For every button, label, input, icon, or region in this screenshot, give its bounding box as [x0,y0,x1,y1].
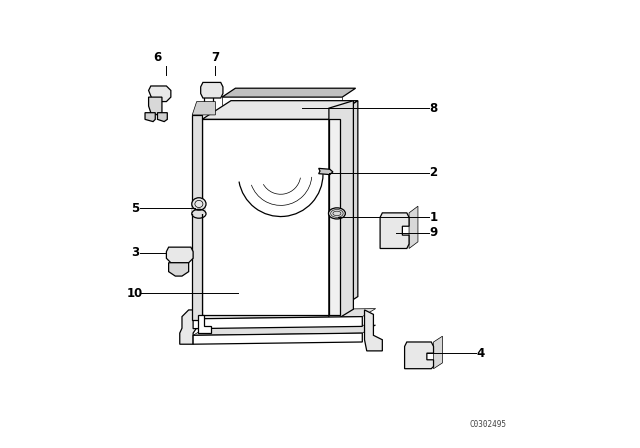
Polygon shape [201,82,223,98]
Text: 5: 5 [131,202,140,215]
Ellipse shape [192,198,206,210]
Text: 6: 6 [154,51,162,64]
Polygon shape [409,206,418,249]
Text: 9: 9 [429,226,438,239]
Polygon shape [193,309,376,319]
Polygon shape [319,168,333,175]
Text: 1: 1 [429,211,438,224]
Polygon shape [193,325,376,335]
Polygon shape [193,317,362,329]
Polygon shape [329,101,358,315]
Polygon shape [166,247,193,263]
Polygon shape [180,310,200,344]
Bar [329,119,340,315]
Polygon shape [157,113,167,121]
Polygon shape [380,213,409,249]
Text: 7: 7 [211,51,220,64]
Text: 3: 3 [131,246,140,259]
Polygon shape [168,263,189,276]
Polygon shape [329,101,353,324]
Polygon shape [198,315,211,333]
Polygon shape [192,204,206,214]
Polygon shape [145,113,156,121]
Polygon shape [404,342,433,369]
Text: 2: 2 [429,166,438,179]
Polygon shape [192,102,216,115]
Polygon shape [365,310,382,351]
Polygon shape [148,97,162,115]
Ellipse shape [328,208,346,219]
Text: 8: 8 [429,102,438,115]
Text: 4: 4 [476,347,484,360]
Polygon shape [222,88,356,97]
Polygon shape [202,101,358,119]
Polygon shape [193,333,362,344]
Polygon shape [148,86,171,102]
Text: 10: 10 [127,287,143,300]
Bar [202,119,329,315]
Polygon shape [433,336,442,369]
Bar [192,115,202,320]
Text: C0302495: C0302495 [470,420,507,429]
